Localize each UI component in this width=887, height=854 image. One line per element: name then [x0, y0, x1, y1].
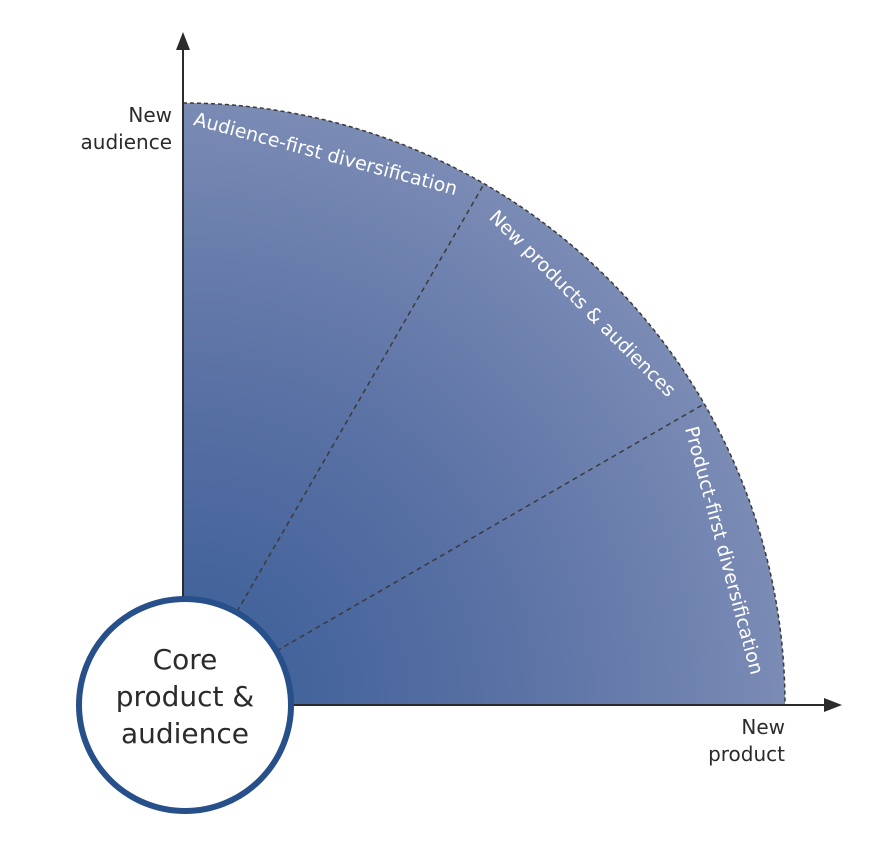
core-label-line2: product & [116, 680, 254, 713]
y-axis-arrowhead [176, 32, 190, 50]
y-axis-label-line2: audience [81, 130, 172, 154]
core-label-line3: audience [121, 717, 249, 750]
x-axis-label-line2: product [708, 742, 785, 766]
quadrant-rim [182, 102, 786, 706]
x-axis-arrowhead [824, 698, 842, 712]
core-label-line1: Core [153, 643, 218, 676]
core-circle [76, 596, 294, 814]
y-axis-label-line1: New [128, 103, 172, 127]
quadrant-area [183, 103, 785, 705]
x-axis-label-line1: New [741, 715, 785, 739]
